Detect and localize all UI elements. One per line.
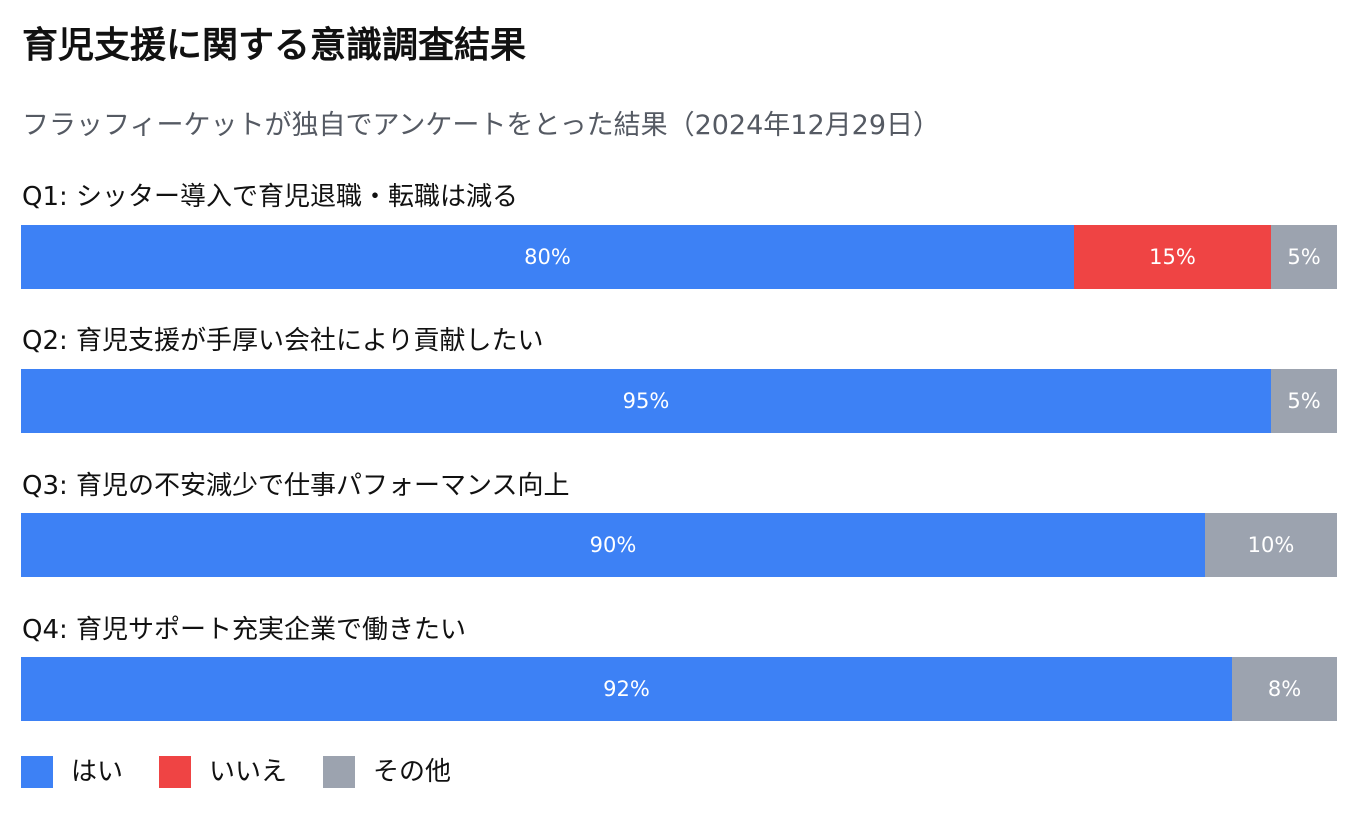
stacked-bar-q1: 80% 15% 5% — [21, 225, 1337, 289]
chart-legend: はい いいえ その他 — [21, 755, 487, 789]
bar-segment-no-q1: 15% — [1074, 225, 1271, 289]
question-label-q2: Q2: 育児支援が手厚い会社により貢献したい — [22, 326, 544, 356]
question-label-q3: Q3: 育児の不安減少で仕事パフォーマンス向上 — [22, 471, 570, 501]
bar-segment-other-q3: 10% — [1205, 513, 1337, 577]
chart-title: 育児支援に関する意識調査結果 — [22, 25, 527, 66]
legend-swatch-yes — [21, 756, 53, 788]
bar-segment-yes-q3: 90% — [21, 513, 1205, 577]
bar-segment-other-q1: 5% — [1271, 225, 1337, 289]
legend-item-no: いいえ — [159, 755, 287, 789]
question-label-q1: Q1: シッター導入で育児退職・転職は減る — [22, 182, 519, 212]
legend-label-yes: はい — [71, 757, 124, 787]
stacked-bar-q3: 90% 10% — [21, 513, 1337, 577]
stacked-bar-q4: 92% 8% — [21, 657, 1337, 721]
legend-item-yes: はい — [21, 755, 123, 789]
legend-swatch-other — [323, 756, 356, 788]
question-label-q4: Q4: 育児サポート充実企業で働きたい — [22, 615, 467, 645]
legend-item-other: その他 — [323, 755, 451, 789]
chart-subtitle: フラッフィーケットが独自でアンケートをとった結果（2024年12月29日） — [22, 110, 940, 141]
bar-segment-yes-q1: 80% — [21, 225, 1074, 289]
bar-segment-yes-q2: 95% — [21, 369, 1271, 433]
bar-segment-other-q2: 5% — [1271, 369, 1337, 433]
stacked-bar-q2: 95% 5% — [21, 369, 1337, 433]
legend-label-no: いいえ — [209, 757, 288, 787]
legend-swatch-no — [159, 756, 192, 788]
bar-segment-yes-q4: 92% — [21, 657, 1232, 721]
legend-label-other: その他 — [373, 757, 452, 787]
bar-segment-other-q4: 8% — [1232, 657, 1337, 721]
